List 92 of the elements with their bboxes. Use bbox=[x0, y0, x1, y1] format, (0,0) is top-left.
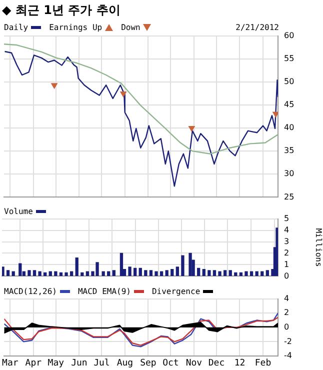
bar bbox=[170, 268, 174, 276]
bar bbox=[32, 270, 36, 276]
x-tick-label: Feb bbox=[254, 358, 272, 369]
bar bbox=[120, 252, 124, 276]
text: 2/21/2012 bbox=[236, 22, 279, 34]
bar bbox=[154, 271, 158, 276]
y-tick-label: 2 bbox=[284, 248, 290, 258]
point bbox=[120, 91, 127, 98]
x-tick-label: Nov bbox=[186, 358, 202, 369]
y-tick-label: 25 bbox=[284, 192, 294, 202]
x-tick-label: Jun bbox=[71, 358, 88, 369]
bar bbox=[128, 266, 132, 276]
bar bbox=[176, 266, 180, 276]
bar bbox=[244, 271, 248, 276]
y-tick-label: 0 bbox=[284, 271, 290, 280]
bar bbox=[134, 268, 137, 276]
bar bbox=[107, 271, 110, 276]
bar bbox=[160, 271, 164, 276]
bar bbox=[181, 255, 184, 276]
legend-label: MACD(12,26) bbox=[4, 286, 58, 298]
x-tick-label: 12 bbox=[234, 358, 246, 369]
bar bbox=[266, 270, 269, 276]
x-tick-label: May bbox=[48, 358, 65, 369]
bar bbox=[149, 270, 153, 276]
legend-label: Daily bbox=[4, 22, 30, 34]
x-tick-label: Aug bbox=[116, 358, 134, 369]
y-tick-label: 40 bbox=[284, 123, 294, 132]
y-tick-label: 4 bbox=[284, 225, 290, 234]
x-tick-label: Dec bbox=[208, 358, 225, 369]
chart-title: ◆ 최근 1년 주가 추이 bbox=[2, 2, 120, 19]
y-tick-label: 60 bbox=[284, 30, 294, 40]
y-tick-label: 45 bbox=[284, 100, 294, 110]
y-tick-label: 1 bbox=[284, 260, 290, 269]
y-tick-label: 55 bbox=[284, 54, 294, 63]
legend-label: Earnings Up bbox=[49, 22, 104, 34]
y-tick-label: 30 bbox=[284, 169, 294, 178]
bar bbox=[208, 270, 211, 276]
x-tick-label: Apr bbox=[25, 358, 42, 369]
point bbox=[272, 112, 278, 118]
y-tick-label: 4 bbox=[284, 294, 290, 303]
bar bbox=[255, 271, 258, 276]
point bbox=[188, 126, 196, 132]
y-tick-label: 35 bbox=[284, 146, 294, 156]
bar bbox=[144, 270, 148, 276]
bar bbox=[64, 272, 68, 276]
legend-label: Divergence bbox=[152, 286, 202, 298]
point bbox=[50, 83, 58, 90]
bar bbox=[239, 272, 243, 276]
bar bbox=[218, 271, 222, 276]
bar bbox=[80, 272, 84, 276]
y-tick-label: 50 bbox=[284, 76, 294, 86]
bar bbox=[18, 263, 22, 276]
bar bbox=[276, 228, 278, 276]
bar bbox=[212, 270, 216, 276]
x-tick-label: Mar bbox=[2, 358, 19, 369]
bar bbox=[197, 268, 200, 276]
bar bbox=[75, 258, 78, 276]
y-tick-label: 3 bbox=[284, 236, 290, 246]
bar bbox=[228, 270, 232, 276]
bar bbox=[202, 268, 206, 276]
y-tick-label: -4 bbox=[284, 351, 292, 360]
bar bbox=[28, 270, 31, 276]
x-tick-label: Oct bbox=[162, 358, 179, 369]
y-tick-label: 5 bbox=[284, 214, 290, 223]
bar bbox=[102, 271, 105, 276]
bar bbox=[70, 271, 74, 276]
bar bbox=[223, 270, 227, 276]
bar bbox=[2, 266, 4, 276]
bar bbox=[6, 270, 10, 276]
legend-label: Volume bbox=[4, 206, 34, 218]
legend-label: MACD EMA(9) bbox=[78, 286, 132, 298]
x-tick-label: Sep bbox=[140, 358, 156, 369]
bar bbox=[260, 271, 264, 276]
bar bbox=[234, 272, 238, 276]
bar bbox=[188, 252, 192, 276]
y-tick-label: -2 bbox=[284, 336, 292, 346]
y-tick-label: 2 bbox=[284, 308, 290, 318]
bar bbox=[86, 271, 90, 276]
legend-label: Down bbox=[121, 22, 142, 34]
bar bbox=[250, 271, 254, 276]
bar bbox=[59, 272, 63, 276]
bar bbox=[165, 270, 168, 276]
bar bbox=[12, 271, 15, 276]
bar bbox=[138, 268, 142, 276]
bar bbox=[48, 271, 52, 276]
y-tick-label: 0 bbox=[284, 322, 290, 332]
x-tick-label: Jul bbox=[94, 358, 110, 369]
y-axis-title: Millions bbox=[314, 228, 323, 267]
bar bbox=[54, 271, 58, 276]
bar bbox=[38, 271, 42, 276]
bar bbox=[112, 270, 116, 276]
bar bbox=[44, 272, 47, 276]
